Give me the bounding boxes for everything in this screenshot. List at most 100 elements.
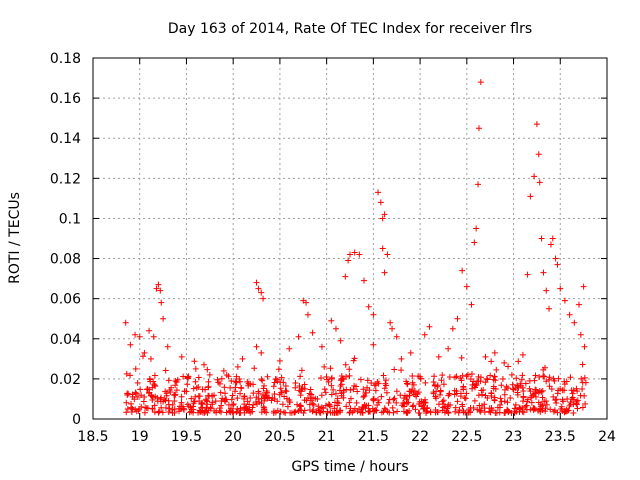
data-point-band	[203, 407, 210, 414]
data-point-band	[368, 379, 375, 386]
data-point-band	[380, 408, 387, 415]
data-point-band	[145, 390, 152, 397]
data-point	[384, 251, 391, 258]
data-point-band	[252, 399, 259, 406]
data-point-band	[249, 404, 256, 411]
data-point-band	[346, 366, 353, 373]
data-point-band	[437, 387, 444, 394]
data-point	[435, 353, 442, 360]
data-point-band	[297, 402, 304, 409]
data-point-band	[579, 361, 586, 368]
data-point-band	[581, 374, 588, 381]
data-point-band	[553, 396, 560, 403]
data-point	[519, 351, 526, 358]
data-point-band	[258, 376, 265, 383]
data-point-band	[435, 401, 442, 408]
data-point-band	[502, 409, 509, 416]
data-point-band	[574, 397, 581, 404]
data-point-band	[446, 391, 453, 398]
data-point	[449, 325, 456, 332]
data-point-band	[372, 406, 379, 413]
data-point-band	[318, 392, 325, 399]
data-point	[147, 355, 154, 362]
data-point-band	[478, 387, 485, 394]
data-point-band	[524, 396, 531, 403]
data-point	[473, 225, 480, 232]
data-point-band	[439, 372, 446, 379]
x-tick-label: 21	[318, 429, 336, 445]
data-point-band	[271, 379, 278, 386]
data-point	[407, 349, 414, 356]
data-point-band	[280, 379, 287, 386]
data-point-band	[262, 393, 269, 400]
data-point-band	[436, 391, 443, 398]
data-point-band	[471, 397, 478, 404]
data-point-band	[546, 374, 553, 381]
data-point-band	[218, 409, 225, 416]
data-point-band	[221, 384, 228, 391]
data-point-band	[561, 378, 568, 385]
data-point-band	[258, 409, 265, 416]
data-point-band	[298, 407, 305, 414]
data-point-band	[579, 386, 586, 393]
data-point-band	[371, 382, 378, 389]
data-point-band	[123, 399, 130, 406]
data-point-band	[486, 408, 493, 415]
data-point-band	[347, 405, 354, 412]
data-point-band	[180, 373, 187, 380]
data-point-band	[456, 406, 463, 413]
data-point-band	[185, 373, 192, 380]
data-point	[155, 281, 162, 288]
data-point-band	[233, 409, 240, 416]
data-point	[389, 325, 396, 332]
data-point-band	[501, 398, 508, 405]
data-point	[351, 249, 358, 256]
data-point-band	[370, 397, 377, 404]
data-point-band	[503, 383, 510, 390]
data-point-band	[497, 395, 504, 402]
data-point-band	[260, 404, 267, 411]
data-point-band	[299, 385, 306, 392]
data-point-band	[505, 408, 512, 415]
data-point-band	[137, 386, 144, 393]
data-point	[379, 245, 386, 252]
data-point	[303, 299, 310, 306]
data-point	[533, 121, 540, 128]
data-point-band	[184, 374, 191, 381]
data-point-band	[143, 405, 150, 412]
data-point-band	[389, 404, 396, 411]
data-point-band	[151, 372, 158, 379]
data-point-band	[282, 409, 289, 416]
data-point-band	[318, 404, 325, 411]
data-point-band	[477, 378, 484, 385]
data-point	[150, 333, 157, 340]
data-point-band	[200, 361, 207, 368]
data-point-band	[226, 408, 233, 415]
data-point	[157, 287, 164, 294]
data-point-band	[245, 380, 252, 387]
data-point-band	[228, 405, 235, 412]
data-point-band	[216, 380, 223, 387]
data-point-band	[542, 408, 549, 415]
data-point-band	[204, 366, 211, 373]
data-point-band	[514, 383, 521, 390]
data-point-band	[338, 381, 345, 388]
data-point-band	[409, 372, 416, 379]
data-point-band	[507, 395, 514, 402]
data-point-band	[198, 401, 205, 408]
data-point-band	[214, 376, 221, 383]
x-tick-label: 19	[131, 429, 149, 445]
data-point-band	[509, 385, 516, 392]
data-point-band	[261, 408, 268, 415]
data-point-band	[362, 389, 369, 396]
data-point-band	[146, 375, 153, 382]
data-point-band	[543, 378, 550, 385]
data-point	[454, 315, 461, 322]
data-point-band	[295, 408, 302, 415]
data-point-band	[532, 372, 539, 379]
data-point-band	[460, 408, 467, 415]
data-point-band	[292, 408, 299, 415]
data-point-band	[172, 391, 179, 398]
data-point-band	[477, 408, 484, 415]
data-point-band	[353, 399, 360, 406]
